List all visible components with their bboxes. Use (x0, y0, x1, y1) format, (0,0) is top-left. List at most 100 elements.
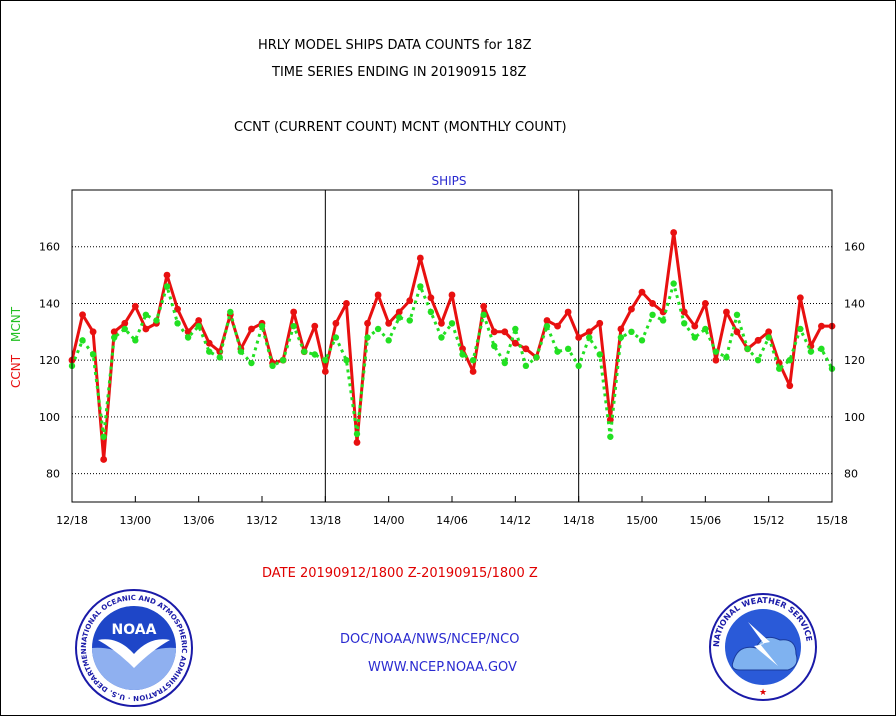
data-point-ccnt (121, 319, 129, 327)
y-tick-label-left: 80 (46, 468, 60, 481)
data-point-mcnt (818, 345, 825, 353)
data-point-mcnt (311, 351, 318, 358)
data-point-mcnt (195, 322, 202, 330)
data-point-mcnt (227, 308, 234, 316)
data-point-mcnt (702, 325, 709, 333)
data-point-ccnt (110, 328, 118, 336)
data-point-mcnt (681, 320, 688, 327)
data-point-ccnt (680, 308, 688, 316)
chart-title-line1: HRLY MODEL SHIPS DATA COUNTS for 18Z (258, 38, 532, 53)
data-point-ccnt (617, 325, 625, 333)
x-tick-label: 13/18 (309, 514, 341, 527)
y-tick-label-right: 120 (844, 354, 865, 367)
data-point-mcnt (385, 337, 392, 344)
data-point-mcnt (417, 283, 424, 290)
data-point-ccnt (691, 322, 699, 330)
data-point-mcnt (216, 354, 223, 361)
data-point-ccnt (701, 300, 709, 307)
data-point-mcnt (638, 337, 646, 344)
data-point-ccnt (131, 302, 139, 310)
data-point-mcnt (765, 334, 772, 341)
data-point-ccnt (490, 328, 498, 336)
data-point-ccnt (796, 294, 804, 302)
y-tick-label-right: 80 (844, 468, 858, 481)
data-point-mcnt (786, 356, 793, 364)
y-tick-label-right: 140 (844, 297, 865, 310)
data-point-mcnt (374, 325, 382, 333)
data-point-mcnt (754, 356, 762, 364)
data-point-mcnt (142, 311, 150, 318)
noaa-logo-label: NOAA (112, 622, 157, 638)
data-point-ccnt (385, 319, 393, 327)
data-point-mcnt (712, 348, 720, 355)
x-tick-label: 13/12 (246, 514, 278, 527)
data-point-ccnt (818, 322, 825, 330)
data-point-ccnt (649, 300, 656, 307)
data-point-mcnt (628, 328, 635, 336)
data-point-mcnt (744, 345, 751, 353)
data-point-mcnt (501, 359, 508, 367)
plot-title: SHIPS (431, 174, 466, 188)
data-point-ccnt (585, 328, 593, 336)
data-point-mcnt (649, 311, 656, 318)
data-point-mcnt (184, 334, 192, 341)
data-point-ccnt (522, 345, 530, 353)
data-point-ccnt (575, 334, 583, 341)
data-point-ccnt (374, 291, 382, 299)
data-point-ccnt (448, 291, 456, 299)
data-point-ccnt (554, 322, 561, 330)
data-point-ccnt (723, 308, 730, 316)
plot-border (71, 189, 833, 503)
data-point-ccnt (786, 382, 794, 390)
data-point-ccnt (638, 288, 646, 296)
website-link[interactable]: WWW.NCEP.NOAA.GOV (368, 660, 517, 675)
data-point-mcnt (438, 334, 445, 341)
data-point-mcnt (691, 334, 698, 341)
data-point-mcnt (617, 334, 625, 341)
data-point-mcnt (279, 356, 287, 364)
x-tick-label: 15/00 (626, 514, 658, 527)
x-tick-label: 15/12 (753, 514, 785, 527)
data-point-mcnt (332, 334, 340, 341)
data-point-mcnt (121, 325, 128, 333)
data-point-mcnt (322, 356, 329, 364)
data-point-mcnt (406, 317, 413, 324)
data-point-mcnt (132, 337, 139, 344)
ylabel-ccnt: CCNT (9, 354, 23, 388)
data-point-mcnt (659, 317, 667, 324)
data-point-ccnt (311, 322, 319, 330)
data-point-mcnt (575, 362, 582, 370)
x-tick-label: 14/18 (563, 514, 595, 527)
data-point-mcnt (733, 311, 741, 318)
y-tick-label-right: 160 (844, 241, 865, 254)
data-point-ccnt (332, 319, 340, 327)
data-point-mcnt (248, 359, 255, 367)
data-point-ccnt (364, 319, 371, 327)
date-range: DATE 20190912/1800 Z-20190915/1800 Z (262, 566, 538, 581)
series-line-ccnt (70, 231, 832, 461)
data-point-ccnt (195, 317, 203, 324)
data-point-mcnt (237, 348, 245, 355)
data-point-mcnt (343, 356, 350, 364)
data-point-mcnt (670, 280, 677, 287)
data-point-mcnt (469, 356, 477, 364)
data-point-mcnt (596, 351, 603, 358)
nws-logo: NATIONAL WEATHER SERVICE ★ (709, 593, 817, 701)
data-point-ccnt (321, 368, 329, 375)
y-tick-label-left: 120 (39, 354, 60, 367)
y-tick-label-left: 140 (39, 297, 60, 310)
x-tick-label: 14/12 (499, 514, 531, 527)
y-tick-label-left: 160 (39, 241, 60, 254)
x-tick-label: 15/18 (816, 514, 848, 527)
ylabel-mcnt: MCNT (9, 306, 23, 342)
data-point-mcnt (807, 348, 815, 355)
data-point-mcnt (258, 322, 266, 330)
data-point-mcnt (564, 345, 572, 353)
data-point-ccnt (395, 308, 403, 316)
data-point-mcnt (301, 348, 308, 355)
data-point-ccnt (754, 336, 762, 344)
data-point-ccnt (543, 317, 551, 324)
data-point-mcnt (723, 354, 730, 361)
data-point-ccnt (511, 339, 519, 347)
x-tick-label: 13/00 (119, 514, 151, 527)
